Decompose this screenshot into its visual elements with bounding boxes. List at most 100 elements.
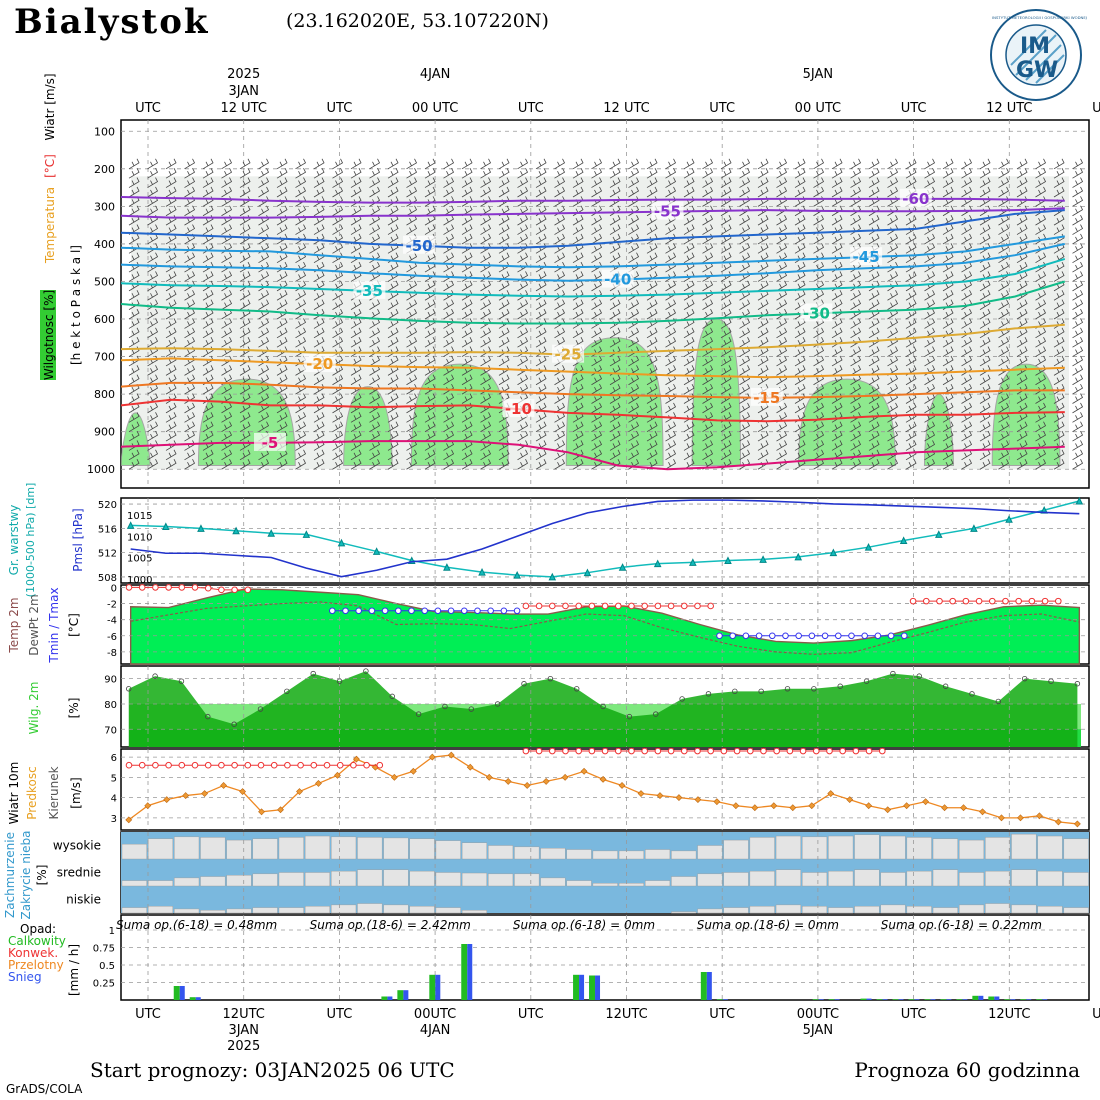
tmax-point — [535, 602, 543, 610]
thickness-point — [829, 548, 838, 557]
wind-barb — [979, 355, 991, 367]
wind-barb — [757, 318, 769, 329]
logo-text-top: IM — [1020, 34, 1050, 59]
wind-barb — [702, 308, 714, 320]
wind-barb — [683, 383, 695, 395]
wind-barb — [720, 280, 732, 292]
wind-barb — [813, 186, 825, 198]
wind-barb — [276, 252, 288, 264]
wind-barb — [831, 430, 843, 442]
tmin-point — [342, 607, 349, 615]
pressure-tick-label: 300 — [94, 200, 115, 213]
wind-barb — [646, 177, 658, 188]
wind-barb — [665, 365, 677, 376]
wind-barb — [332, 318, 344, 329]
wind-speed-point — [523, 782, 531, 789]
isotherm-line — [121, 323, 1065, 356]
wind-barb — [147, 459, 159, 470]
wind-barb — [202, 177, 214, 188]
wind-barb — [1072, 214, 1084, 226]
precip-bar — [876, 999, 883, 1000]
precip-snow-bar — [946, 999, 952, 1000]
cloud-bar-low — [985, 903, 1011, 914]
wind-barb — [794, 449, 806, 461]
wind-barb — [572, 168, 584, 179]
precip-legend-label: Snieg — [8, 970, 42, 984]
wind-barb — [850, 168, 862, 179]
precip-snow-bar — [1010, 999, 1016, 1000]
wind-speed-point — [390, 773, 398, 781]
wind-barb — [887, 214, 899, 226]
wind-barb — [239, 271, 251, 282]
isotherm-line — [121, 398, 1065, 423]
wind-barb — [924, 421, 936, 433]
wind-barb — [850, 214, 862, 226]
wind-barb — [609, 337, 621, 348]
isotherm-label-bg — [403, 235, 436, 254]
wind-barb — [369, 177, 381, 188]
wind-barb — [258, 186, 270, 198]
bottom-time-label: 12UTC — [988, 1007, 1030, 1022]
wind-barb — [609, 158, 621, 170]
wind-barb — [1072, 365, 1084, 376]
wind-barb — [332, 430, 344, 442]
wind-barb — [406, 261, 418, 273]
wind-barb — [979, 158, 991, 170]
precip-bar — [589, 975, 596, 1000]
wind-barb — [1053, 271, 1065, 282]
wind-barb — [831, 383, 843, 395]
wind-barb — [757, 196, 769, 207]
humidity-point — [705, 691, 712, 697]
wind-barb — [1053, 327, 1065, 339]
wind-barb — [905, 346, 917, 357]
gust-point — [138, 761, 146, 769]
humidity-point — [1021, 675, 1028, 682]
wind-barb — [813, 168, 825, 179]
wind-barb — [646, 374, 658, 386]
wind-barb — [831, 196, 843, 207]
wind-barb — [554, 402, 566, 414]
wind-barb — [646, 327, 658, 339]
wind-barb — [239, 393, 251, 404]
wind10m-label: Wiatr 10m — [7, 762, 21, 825]
wind-barb — [221, 177, 233, 188]
gust-point — [522, 747, 530, 755]
tmax-point — [548, 602, 556, 610]
wind-barb — [147, 290, 159, 301]
wind-barb — [924, 412, 936, 423]
wind-speed-point — [334, 771, 341, 779]
wind-barb — [184, 383, 196, 395]
precip-snow-bar — [1026, 999, 1032, 1000]
wind-barb — [998, 393, 1010, 404]
wind-barb — [406, 158, 418, 170]
precip-snow-bar — [387, 996, 393, 1000]
precip-tick-label: 0.5 — [99, 961, 115, 972]
wind-barb — [350, 393, 362, 404]
precip-snow-bar — [978, 995, 984, 1000]
wind-barb — [239, 327, 251, 339]
wind-barb — [406, 355, 418, 367]
wind-barb — [443, 299, 455, 310]
wind-barb — [184, 290, 196, 301]
wind-barb — [128, 430, 140, 442]
thickness-point — [513, 570, 521, 579]
wind-barb — [350, 158, 362, 170]
gust-point — [336, 761, 344, 769]
wind-barb — [813, 290, 825, 301]
wind-barb — [572, 299, 584, 310]
wind-barb — [165, 337, 177, 348]
wind-barb — [202, 346, 214, 357]
cloud-bar-mid — [749, 870, 775, 887]
wind-barb — [757, 430, 769, 442]
tmin-point — [808, 632, 816, 640]
wind-barb — [406, 393, 418, 404]
wind-barb — [776, 299, 788, 310]
wind-barb — [202, 224, 214, 235]
gust-point — [178, 761, 186, 769]
wind-barb — [535, 374, 547, 386]
wind-barb — [443, 459, 455, 470]
wind-barb — [1035, 186, 1047, 198]
gust-point — [839, 747, 846, 755]
isotherm-label-bg — [651, 201, 684, 220]
precip-bar — [461, 944, 468, 1000]
